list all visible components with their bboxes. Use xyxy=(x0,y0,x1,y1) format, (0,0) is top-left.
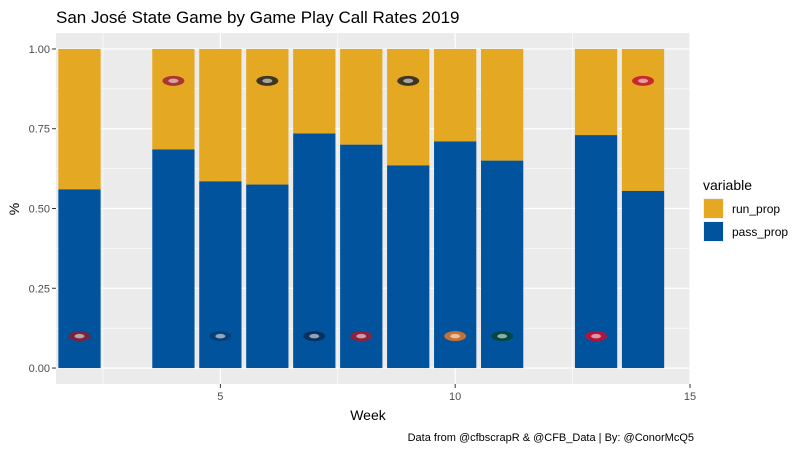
opponent-logo-icon xyxy=(397,75,420,86)
opponent-logo-icon xyxy=(68,331,91,342)
logo-highlight xyxy=(168,78,179,84)
logo-highlight xyxy=(215,333,226,339)
bar-pass-week-10 xyxy=(434,141,477,369)
opponent-logo-icon xyxy=(162,75,185,86)
bar-pass-week-7 xyxy=(293,133,336,369)
bar-pass-week-9 xyxy=(387,165,430,369)
bar-pass-week-4 xyxy=(152,149,195,369)
bar-pass-week-2 xyxy=(58,189,101,369)
opponent-logo-icon xyxy=(209,331,232,342)
x-axis: 5 10 15 xyxy=(217,384,696,403)
logo-highlight xyxy=(638,78,649,84)
logo-highlight xyxy=(309,333,320,339)
bar-pass-week-14 xyxy=(621,190,665,369)
bar-run-week-2 xyxy=(58,48,101,190)
logo-highlight xyxy=(74,333,85,339)
legend-swatch xyxy=(704,222,723,241)
y-tick-label: 0.00 xyxy=(29,363,50,375)
opponent-logo-icon xyxy=(350,331,373,342)
legend-label: pass_prop xyxy=(732,225,788,239)
bar-run-week-11 xyxy=(481,48,524,161)
bar-pass-week-6 xyxy=(246,184,289,369)
logo-highlight xyxy=(262,78,273,84)
logo-highlight xyxy=(356,333,367,339)
x-tick-label: 5 xyxy=(217,391,223,403)
opponent-logo-icon xyxy=(256,75,279,86)
bar-pass-week-8 xyxy=(340,144,383,369)
chart-title: San José State Game by Game Play Call Ra… xyxy=(56,8,459,27)
x-tick-label: 15 xyxy=(684,391,696,403)
legend-title: variable xyxy=(703,177,752,193)
opponent-logo-icon xyxy=(491,331,514,342)
logo-highlight xyxy=(450,333,461,339)
bar-run-week-13 xyxy=(574,48,618,136)
y-tick-label: 1.00 xyxy=(29,44,50,56)
logo-highlight xyxy=(497,333,508,339)
legend-swatch xyxy=(704,199,723,218)
y-axis: 0.00 0.25 0.50 0.75 1.00 xyxy=(29,44,56,375)
x-axis-title: Week xyxy=(350,407,387,423)
bar-run-week-6 xyxy=(246,48,289,185)
y-tick-label: 0.25 xyxy=(29,283,50,295)
caption: Data from @cfbscrapR & @CFB_Data | By: @… xyxy=(408,432,694,444)
y-tick-label: 0.50 xyxy=(29,204,50,216)
logo-highlight xyxy=(403,78,414,84)
bar-run-week-10 xyxy=(434,48,477,142)
opponent-logo-icon xyxy=(585,331,608,342)
bar-run-week-9 xyxy=(387,48,430,166)
bar-run-week-7 xyxy=(293,48,336,134)
legend-label: run_prop xyxy=(732,202,780,216)
legend: variable run_prop pass_prop xyxy=(703,177,788,242)
logos xyxy=(68,75,655,342)
bar-run-week-8 xyxy=(340,48,383,145)
opponent-logo-icon xyxy=(444,331,467,342)
logo-highlight xyxy=(591,333,602,339)
opponent-logo-icon xyxy=(303,331,326,342)
bar-run-week-14 xyxy=(621,48,665,191)
bar-pass-week-13 xyxy=(574,135,618,369)
bar-run-week-4 xyxy=(152,48,195,150)
opponent-logo-icon xyxy=(632,75,655,86)
bar-run-week-5 xyxy=(199,48,242,182)
x-tick-label: 10 xyxy=(449,391,461,403)
y-axis-title: % xyxy=(6,203,22,215)
y-tick-label: 0.75 xyxy=(29,124,50,136)
